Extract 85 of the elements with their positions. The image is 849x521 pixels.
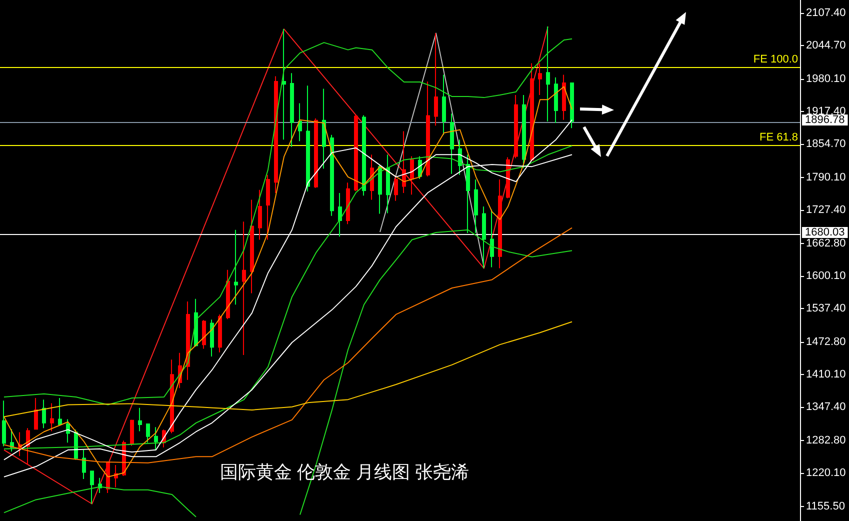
ref-line-label: FE 100.0 [753,53,798,66]
candlestick [426,80,430,177]
y-tick-label: 1537.40 [806,302,846,315]
candlestick [90,470,94,504]
candlestick [290,72,294,148]
candlestick [314,118,318,188]
candlestick [474,179,478,234]
candlestick [538,62,542,96]
candlestick [138,407,142,432]
y-tick-label: 2044.70 [806,39,846,52]
candlestick [530,62,534,162]
ref-line-label: FE 61.8 [759,131,798,144]
candlestick [378,164,382,214]
candlestick [362,114,366,196]
candlestick [50,402,54,432]
y-tick-label: 1472.80 [806,336,846,348]
y-tick-label: 1980.10 [806,72,846,85]
line-series [4,26,548,504]
candlestick [58,398,62,426]
candlestick [226,269,230,320]
line-series [4,321,572,418]
candlestick [442,74,446,136]
candlestick [146,423,150,444]
candlestick [458,139,462,176]
candlestick [258,189,262,240]
candlestick [210,319,214,357]
y-tick-label: 1854.70 [806,138,846,150]
candlestick [298,102,302,142]
candlestick [514,94,518,159]
candlestick [218,314,222,353]
candlestick [410,156,414,196]
candlestick [506,156,510,199]
candlestick [322,88,326,170]
candlestick [338,192,342,238]
candlestick [242,221,246,356]
candlestick [274,76,278,194]
candlestick [186,300,190,380]
candlestick [10,428,14,452]
y-tick-label: 1220.10 [806,467,846,480]
candlestick [202,320,206,350]
y-tick-label: 1662.80 [806,237,846,250]
candlestick [306,85,310,192]
y-tick-label: 1282.80 [806,434,846,447]
y-tick-label: 1155.50 [806,500,845,513]
candlestick [466,154,470,234]
candlestick [34,398,38,430]
y-tick-label: 1410.10 [806,368,846,381]
y-tick-label: 1790.10 [806,171,846,184]
candlestick [498,179,502,269]
candlestick [554,76,558,124]
candlestick [154,426,158,451]
candlestick [562,74,566,120]
candlestick [386,154,390,214]
y-tick-label: 2107.40 [806,6,846,19]
candlestick [282,28,286,140]
candlestick [234,229,238,306]
candlestick [42,399,46,429]
candlestick [106,460,110,494]
candlestick [250,199,254,294]
candlestick [2,400,6,447]
candlestick [130,419,134,446]
candlestick [482,206,486,269]
candlestick [330,134,334,216]
candlestick [66,418,70,444]
ref-line-label: 1896.78 [805,114,845,126]
candlestick [490,209,494,268]
y-tick-label: 1600.10 [806,270,846,282]
line-series [4,227,572,464]
candlestick [434,32,438,126]
line-series [4,486,196,518]
candlestick [346,182,350,225]
line-series [4,38,572,406]
candlestick [354,114,358,192]
candlestick [370,154,374,200]
candlestick [266,174,270,240]
ref-line-label: 1680.03 [805,226,845,239]
candlestick [394,176,398,202]
candlestick [402,130,406,194]
candlestick [450,113,454,174]
candlestick [522,94,526,169]
candlestick [546,26,550,122]
candlestick [82,449,86,480]
candlestick [570,82,574,129]
y-tick-label: 1727.40 [806,204,846,216]
y-tick-label: 1347.40 [806,401,846,414]
